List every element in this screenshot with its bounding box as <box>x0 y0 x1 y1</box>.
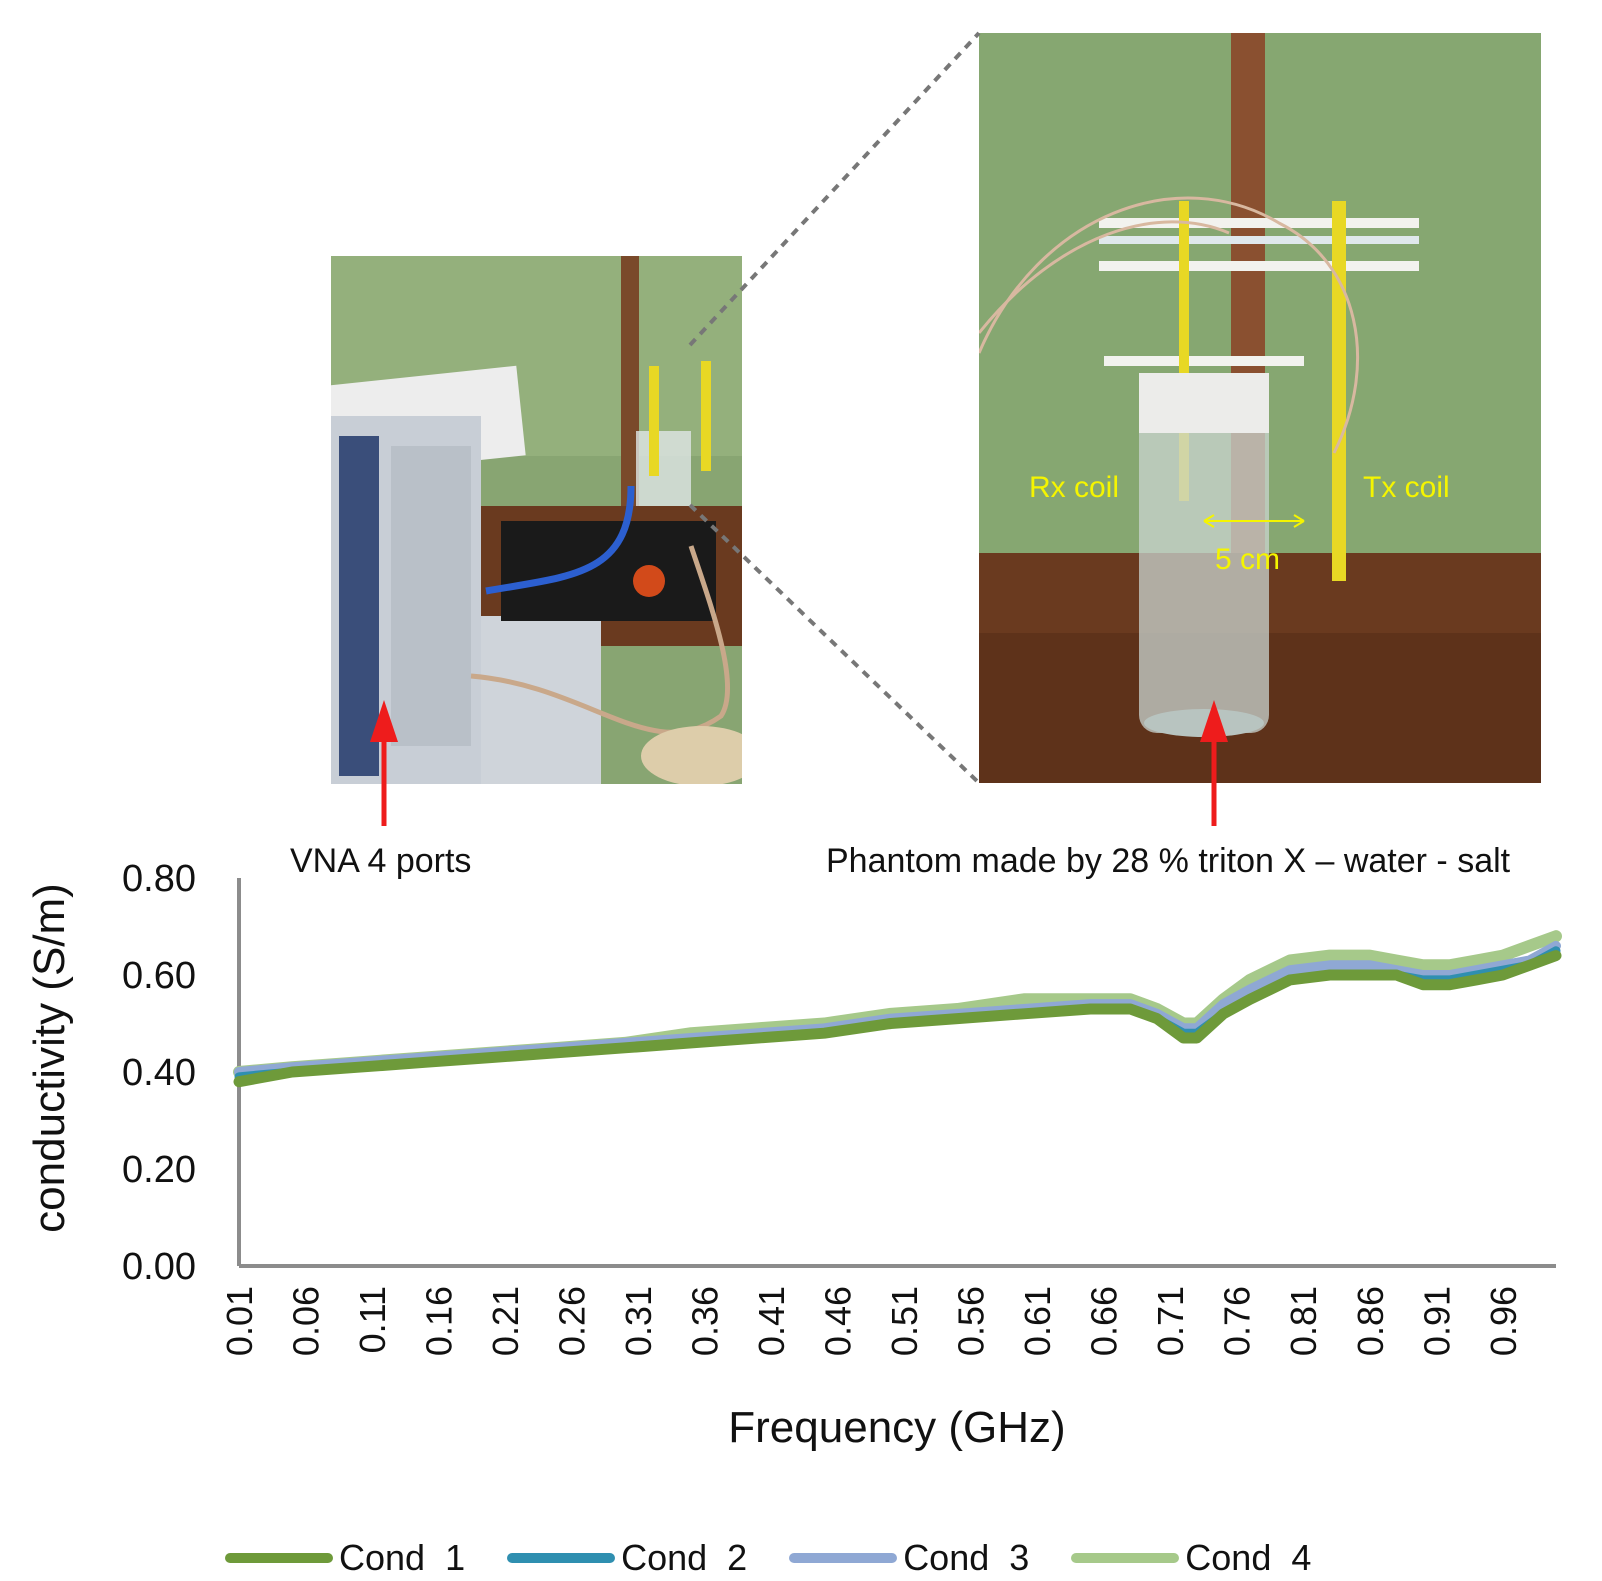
x-tick-label: 0.66 <box>1084 1286 1125 1356</box>
legend-swatch <box>789 1553 898 1563</box>
x-tick-label: 0.31 <box>618 1286 659 1356</box>
phantom-caption: Phantom made by 28 % triton X – water - … <box>826 842 1511 880</box>
y-tick-label: 0.40 <box>122 1052 196 1094</box>
legend-label: Cond 1 <box>339 1537 466 1578</box>
series-line-cond-4 <box>233 930 1562 1078</box>
x-tick-label: 0.11 <box>352 1286 393 1353</box>
x-tick-label: 0.86 <box>1350 1286 1391 1356</box>
legend-label: Cond 2 <box>621 1537 748 1578</box>
x-tick-label: 0.71 <box>1150 1286 1191 1356</box>
x-tick-label: 0.61 <box>1017 1286 1058 1356</box>
x-tick-labels: 0.01 0.06 0.11 0.16 0.21 0.26 0.31 0.36 0.41 0.46… <box>219 1286 1524 1356</box>
series-line-cond-1 <box>233 950 1562 1088</box>
y-tick-label: 0.60 <box>122 955 196 997</box>
y-axis-label: conductivity (S/m) <box>25 883 74 1233</box>
rx-coil-label: Rx coil <box>1029 471 1120 504</box>
legend-swatch <box>225 1553 333 1563</box>
x-tick-label: 0.51 <box>884 1286 925 1356</box>
x-tick-label: 0.36 <box>685 1286 726 1356</box>
legend-item-cond-4: Cond 4 <box>1071 1537 1311 1579</box>
x-tick-label: 0.76 <box>1217 1286 1258 1356</box>
y-tick-label: 0.20 <box>122 1149 196 1191</box>
x-tick-label: 0.91 <box>1416 1286 1457 1356</box>
vna-caption: VNA 4 ports <box>290 842 472 880</box>
x-tick-label: 0.16 <box>419 1286 460 1356</box>
x-axis-label: Frequency (GHz) <box>728 1403 1065 1452</box>
y-tick-labels: 0.00 0.20 0.40 0.60 0.80 <box>122 858 196 1288</box>
x-tick-label: 0.41 <box>751 1286 792 1356</box>
legend-item-cond-2: Cond 2 <box>507 1537 747 1579</box>
legend-swatch <box>1071 1553 1180 1563</box>
legend-item-cond-3: Cond 3 <box>789 1537 1029 1579</box>
y-tick-label: 0.00 <box>122 1246 196 1288</box>
chart-axes <box>237 878 1556 1268</box>
legend-label: Cond 4 <box>1185 1537 1312 1578</box>
vna-setup-photo <box>331 256 742 784</box>
x-tick-label: 0.01 <box>219 1286 260 1356</box>
legend-swatch <box>507 1553 616 1563</box>
x-tick-label: 0.26 <box>552 1286 593 1356</box>
series-lines <box>233 930 1562 1088</box>
chart-legend: Cond 1 Cond 2 Cond 3 Cond 4 <box>225 1535 1353 1581</box>
x-tick-label: 0.56 <box>951 1286 992 1356</box>
phantom-photo: Rx coil Tx coil 5 cm <box>979 33 1541 783</box>
x-tick-label: 0.81 <box>1283 1286 1324 1356</box>
x-tick-label: 0.96 <box>1483 1286 1524 1356</box>
x-tick-label: 0.46 <box>818 1286 859 1356</box>
legend-label: Cond 3 <box>903 1537 1030 1578</box>
y-tick-label: 0.80 <box>122 858 196 900</box>
tx-coil-label: Tx coil <box>1363 471 1450 504</box>
x-tick-label: 0.06 <box>286 1286 327 1356</box>
distance-label: 5 cm <box>1215 543 1281 576</box>
legend-item-cond-1: Cond 1 <box>225 1537 465 1579</box>
x-tick-label: 0.21 <box>485 1286 526 1356</box>
